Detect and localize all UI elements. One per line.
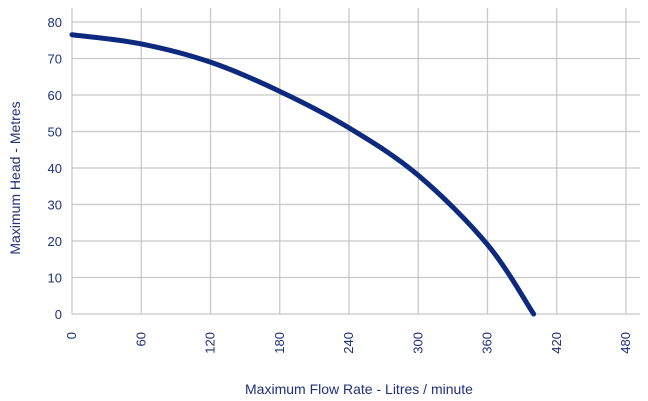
x-tick-label: 60 [133,332,148,346]
y-tick-label: 80 [48,15,62,30]
y-tick-label: 60 [48,88,62,103]
y-tick-label: 20 [48,234,62,249]
y-tick-label: 0 [55,307,62,322]
x-axis-ticks: 0 60 120 180 240 300 360 420 480 [64,332,633,354]
y-tick-label: 10 [48,271,62,286]
x-tick-label: 0 [64,332,79,339]
x-tick-label: 480 [618,332,633,354]
x-tick-label: 300 [410,332,425,354]
series-line [69,32,537,317]
y-tick-label: 70 [48,52,62,67]
x-tick-label: 420 [549,332,564,354]
y-axis-title: Maximum Head - Metres [7,101,23,254]
x-axis-title: Maximum Flow Rate - Litres / minute [245,381,473,397]
grid [71,8,640,315]
y-tick-label: 40 [48,161,62,176]
y-tick-label: 50 [48,125,62,140]
y-tick-label: 30 [48,198,62,213]
x-tick-label: 120 [203,332,218,354]
x-tick-label: 360 [480,332,495,354]
series-layer [69,32,537,317]
y-axis-ticks: 0 10 20 30 40 50 60 70 80 [48,15,62,322]
x-tick-label: 180 [272,332,287,354]
x-tick-label: 240 [341,332,356,354]
